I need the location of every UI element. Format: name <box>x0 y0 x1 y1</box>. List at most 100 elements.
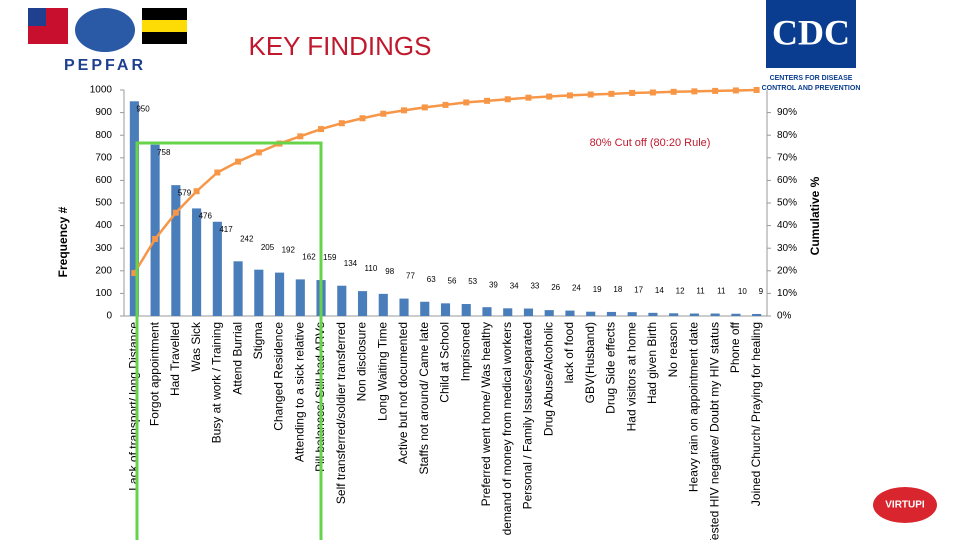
y2-tick-label: 70% <box>777 152 797 163</box>
y-tick-label: 0 <box>106 311 112 322</box>
data-label: 758 <box>157 148 171 157</box>
cumulative-marker <box>318 126 325 133</box>
bar <box>337 285 347 316</box>
y2-tick-label: 90% <box>777 107 797 118</box>
bar <box>357 291 368 316</box>
y2-tick-label: 20% <box>777 265 797 276</box>
y-tick-label: 200 <box>95 265 112 276</box>
bar <box>731 313 741 316</box>
cumulative-marker <box>401 107 408 114</box>
data-label: 476 <box>199 212 213 221</box>
bar <box>461 304 471 316</box>
y-tick-label: 100 <box>95 288 112 299</box>
data-label: 242 <box>240 234 254 243</box>
x-tick-label: Child at School <box>438 322 452 403</box>
bar <box>606 311 616 316</box>
x-tick-label: Attend Burrial <box>230 322 244 395</box>
bar <box>399 298 409 316</box>
data-label: 192 <box>282 246 296 255</box>
x-tick-label: Had visitors at home <box>624 322 638 432</box>
cumulative-marker <box>421 104 428 111</box>
bar <box>233 261 243 316</box>
y-tick-label: 500 <box>95 198 112 209</box>
x-tick-label: Changed Residence <box>272 322 286 431</box>
x-tick-label: Forgot appointment <box>147 321 161 426</box>
bar <box>523 308 534 316</box>
bar <box>129 101 139 316</box>
y-tick-label: 300 <box>95 243 112 254</box>
bar <box>586 311 596 316</box>
bar <box>544 310 554 316</box>
x-tick-label: Phone off <box>728 321 742 373</box>
data-label: 24 <box>572 284 581 293</box>
y-tick-label: 600 <box>95 175 112 186</box>
data-label: 12 <box>676 286 685 295</box>
y-tick-label: 800 <box>95 130 112 141</box>
cumulative-marker <box>442 101 449 108</box>
bar <box>648 312 658 316</box>
bar <box>254 269 264 316</box>
bar <box>752 313 762 316</box>
cumulative-marker <box>483 97 490 104</box>
y2-tick-label: 10% <box>777 288 797 299</box>
bar <box>669 313 679 316</box>
bar <box>150 144 160 316</box>
data-label: 19 <box>593 285 602 294</box>
cumulative-marker <box>670 88 677 95</box>
x-tick-label: Had given Birth <box>645 322 659 404</box>
data-label: 33 <box>530 282 539 291</box>
x-tick-label: Busy at work / Training <box>210 322 224 443</box>
x-tick-label: Active but not documented <box>396 322 410 464</box>
x-tick-label: Attending to a sick relative <box>292 322 306 462</box>
cumulative-marker <box>172 209 179 216</box>
cumulative-marker <box>131 270 138 277</box>
bar <box>192 208 202 316</box>
cumulative-marker <box>463 99 470 106</box>
cumulative-marker <box>380 110 387 117</box>
x-tick-label: lack of food <box>562 322 576 383</box>
y2-tick-label: 80% <box>777 130 797 141</box>
cumulative-marker <box>629 89 636 96</box>
bar <box>295 279 305 316</box>
cumulative-marker <box>297 133 304 140</box>
globe <box>75 8 135 52</box>
cutoff-box <box>135 141 323 540</box>
x-tick-label: Had Travelled <box>168 322 182 396</box>
bar <box>627 312 637 316</box>
x-tick-label: demand of money from medical workers <box>500 322 514 535</box>
cumulative-marker <box>546 93 553 100</box>
data-label: 18 <box>613 285 622 294</box>
x-tick-label: Tested HIV negative/ Doubt my HIV status <box>707 322 721 540</box>
x-tick-label: Was Sick <box>189 321 203 372</box>
cumulative-marker <box>338 120 345 127</box>
data-label: 98 <box>385 267 394 276</box>
bar <box>420 301 430 316</box>
cumulative-marker <box>587 91 594 98</box>
cumulative-marker <box>504 96 511 103</box>
data-label: 26 <box>551 283 560 292</box>
data-label: 110 <box>365 264 378 273</box>
data-label: 39 <box>489 280 498 289</box>
bar <box>212 221 222 316</box>
x-tick-label: Long Waiting Time <box>375 322 389 421</box>
data-label: 34 <box>510 281 519 290</box>
data-label: 11 <box>696 287 705 296</box>
bar <box>275 272 285 316</box>
bar <box>689 313 699 316</box>
y2-tick-label: 0% <box>777 311 792 322</box>
x-tick-label: Drug Abuse/Alcoholic <box>541 322 555 436</box>
logo-text: CDC <box>772 12 850 52</box>
cumulative-marker <box>193 188 200 195</box>
x-tick-label: Non disclosure <box>355 322 369 402</box>
cumulative-marker <box>649 89 656 96</box>
data-label: 162 <box>302 252 316 261</box>
chart-title: KEY FINDINGS <box>248 31 431 61</box>
bar <box>378 293 388 316</box>
data-label: 53 <box>468 277 477 286</box>
logo-text: PEPFAR <box>64 57 146 74</box>
x-tick-label: Stigma <box>251 322 265 360</box>
data-label: 9 <box>759 287 764 296</box>
cumulative-marker <box>235 158 242 165</box>
y2-axis-label: Cumulative % <box>808 176 822 255</box>
